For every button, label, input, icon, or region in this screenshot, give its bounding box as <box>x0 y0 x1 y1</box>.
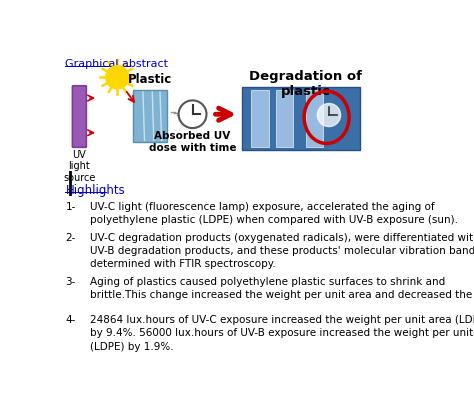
Text: Highlights: Highlights <box>65 183 125 197</box>
Text: UV-C light (fluorescence lamp) exposure, accelerated the aging of
polyethylene p: UV-C light (fluorescence lamp) exposure,… <box>90 202 458 225</box>
Text: 24864 lux.hours of UV-C exposure increased the weight per unit area (LDPE)
by 9.: 24864 lux.hours of UV-C exposure increas… <box>90 315 474 351</box>
Circle shape <box>106 66 129 89</box>
Text: Aging of plastics caused polyethylene plastic surfaces to shrink and
brittle.Thi: Aging of plastics caused polyethylene pl… <box>90 277 474 300</box>
Text: Absorbed UV
dose with time: Absorbed UV dose with time <box>149 131 237 153</box>
Text: UV
light
source: UV light source <box>63 150 96 183</box>
Text: Plastic: Plastic <box>128 73 172 86</box>
Bar <box>133 90 167 142</box>
FancyBboxPatch shape <box>73 86 86 147</box>
Circle shape <box>317 104 341 126</box>
Text: Graphical abstract: Graphical abstract <box>65 59 168 69</box>
Bar <box>251 90 268 147</box>
Text: 1-: 1- <box>65 202 76 212</box>
Text: UV-C degradation products (oxygenated radicals), were differentiated with the
UV: UV-C degradation products (oxygenated ra… <box>90 233 474 269</box>
Bar <box>306 90 323 147</box>
Text: Degradation of
plastic: Degradation of plastic <box>249 69 362 97</box>
Text: |: | <box>65 171 74 196</box>
Circle shape <box>179 100 207 128</box>
Text: 2-: 2- <box>65 233 76 243</box>
Text: 3-: 3- <box>65 277 76 287</box>
Bar <box>276 90 293 147</box>
Bar <box>242 86 360 150</box>
Text: 4-: 4- <box>65 315 76 325</box>
